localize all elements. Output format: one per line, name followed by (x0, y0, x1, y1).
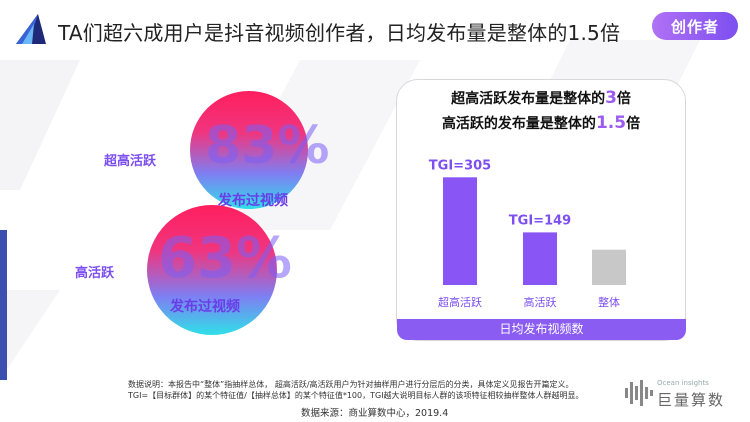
panel-note-high: 高活跃的发布量是整体的1.5倍 (441, 113, 641, 133)
high-active-circle (147, 205, 277, 335)
footnote-tgi: TGI=【目标群体】的某个特征值/【抽样总体】的某个特征值*100，TGI越大说… (128, 391, 584, 400)
super-active-percent: 83% (205, 116, 330, 176)
super-active-circle (190, 91, 308, 209)
footnote-definition: 数据说明：本报告中“整体”指抽样总体， 超高活跃/高活跃用户为针对抽样用户进行分… (128, 380, 574, 389)
panel-note-super: 超高活跃发布量是整体的3倍 (451, 88, 631, 108)
data-label-1: TGI=149 (509, 213, 571, 228)
bar-1 (523, 232, 557, 285)
page-title: TA们超六成用户是抖音视频创作者，日均发布量是整体的1.5倍 (58, 21, 621, 45)
high-active-percent: 63% (158, 226, 293, 291)
brand-name: 巨量算数 (657, 391, 726, 409)
brand-logo-icon (625, 380, 653, 406)
data-label-0: TGI=305 (429, 158, 491, 173)
category-label-2: 整体 (598, 295, 620, 309)
logo-icon (16, 14, 46, 44)
chart-axis-caption: 日均发布视频数 (397, 319, 686, 340)
category-label-1: 高活跃 (524, 295, 557, 309)
bar-0 (443, 177, 477, 285)
data-source: 数据来源：商业算数中心，2019.4 (301, 408, 449, 419)
brand-subtitle: Ocean insights (657, 379, 709, 387)
super-active-label: 超高活跃 (104, 154, 157, 169)
bar-2 (592, 249, 626, 285)
high-active-label: 高活跃 (75, 266, 115, 281)
category-label-0: 超高活跃 (438, 295, 482, 309)
super-active-circle-caption: 发布过视频 (218, 193, 288, 209)
high-active-circle-caption: 发布过视频 (170, 299, 240, 315)
bar-chart: 超高活跃 TGI=305 高活跃 TGI=149 整体 (429, 158, 626, 309)
category-badge: 创作者 (652, 12, 738, 40)
